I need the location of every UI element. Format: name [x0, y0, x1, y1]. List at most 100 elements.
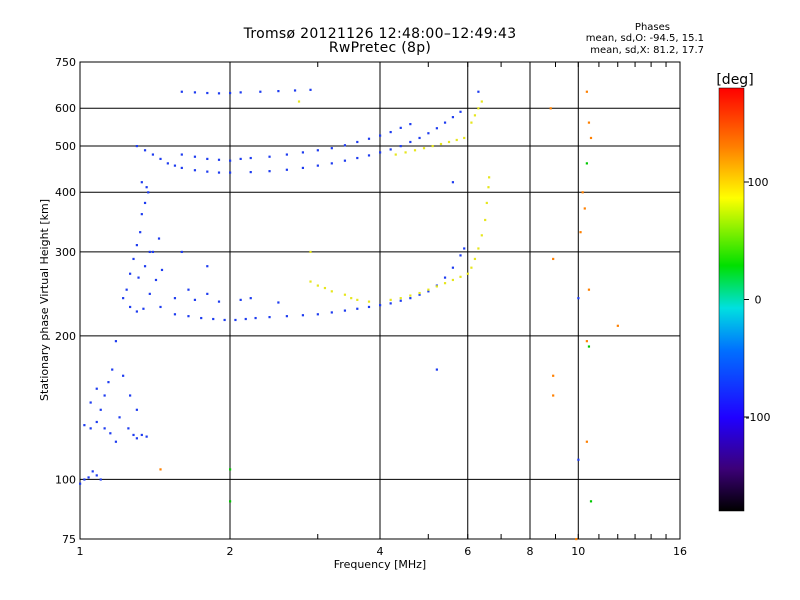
data-point	[422, 147, 426, 150]
data-point	[129, 305, 132, 309]
y-tick-label: 200	[55, 330, 76, 343]
data-point	[435, 285, 438, 288]
data-point	[157, 237, 161, 240]
data-point	[132, 257, 135, 261]
data-point	[187, 315, 190, 318]
data-point	[399, 297, 402, 300]
data-point	[309, 88, 312, 91]
data-point	[480, 100, 483, 103]
data-point	[193, 169, 197, 172]
data-point	[301, 166, 305, 170]
data-point	[148, 250, 151, 254]
data-point	[585, 440, 588, 443]
data-point	[293, 89, 297, 92]
colorbar-tick-label: -100	[746, 411, 771, 424]
data-point	[135, 144, 138, 148]
data-point	[143, 149, 147, 152]
data-point	[99, 408, 102, 411]
data-point	[103, 394, 106, 397]
data-point	[413, 149, 417, 152]
data-point	[343, 159, 347, 162]
data-point	[91, 470, 94, 473]
data-point	[463, 136, 466, 140]
data-point	[268, 170, 271, 173]
data-point	[316, 149, 319, 152]
data-point	[129, 394, 132, 397]
phases-o-stats: mean, sd,O: -94.5, 15.1	[585, 33, 704, 44]
data-point	[159, 305, 162, 309]
data-point	[125, 288, 128, 291]
data-point	[587, 288, 591, 291]
data-point	[147, 191, 150, 194]
data-point	[589, 500, 593, 503]
data-point	[244, 317, 247, 321]
data-point	[87, 476, 90, 479]
data-point	[217, 171, 221, 174]
data-point	[477, 107, 480, 110]
data-point	[217, 92, 221, 95]
data-point	[285, 168, 288, 171]
data-point	[330, 162, 333, 165]
data-point	[254, 316, 257, 320]
data-point	[239, 91, 242, 94]
data-point	[79, 482, 82, 485]
data-point	[234, 318, 237, 322]
colorbar-ticks: 100 0 -100	[744, 176, 770, 424]
data-point	[309, 250, 312, 254]
data-point	[127, 427, 130, 430]
data-point	[379, 304, 382, 307]
data-point	[356, 140, 359, 144]
data-point	[616, 324, 619, 327]
data-point	[488, 176, 491, 179]
x-tick-label: 6	[464, 545, 471, 558]
data-point	[367, 305, 371, 309]
data-point	[285, 153, 288, 156]
data-point	[455, 138, 458, 142]
data-point	[83, 478, 86, 481]
data-point	[399, 126, 402, 129]
y-tick-label: 75	[62, 533, 76, 546]
data-point	[277, 301, 280, 304]
data-point	[109, 432, 112, 435]
data-point	[585, 340, 588, 343]
data-point	[389, 298, 392, 301]
data-point	[399, 144, 402, 148]
data-point	[485, 201, 488, 205]
data-point	[206, 91, 209, 95]
data-point	[367, 154, 371, 157]
data-point	[330, 290, 333, 293]
phases-heading: Phases	[634, 22, 670, 33]
y-tick-label: 750	[55, 56, 76, 69]
data-point	[552, 374, 555, 377]
data-point	[451, 278, 455, 282]
y-tick-label: 500	[55, 140, 76, 153]
data-point	[229, 91, 232, 95]
data-point	[135, 437, 138, 440]
data-point	[356, 298, 359, 301]
data-point	[473, 257, 477, 261]
data-point	[89, 427, 92, 430]
data-point	[89, 401, 92, 404]
data-point	[239, 298, 242, 301]
grid-lines	[80, 62, 680, 539]
data-point	[145, 186, 148, 189]
data-point	[330, 311, 333, 314]
data-point	[193, 298, 197, 301]
data-point	[95, 387, 98, 390]
data-point	[173, 313, 177, 316]
data-point	[95, 420, 98, 424]
data-point	[122, 374, 125, 377]
data-point	[451, 116, 455, 119]
data-point	[404, 151, 407, 154]
data-point	[206, 157, 209, 161]
data-point	[259, 90, 262, 93]
data-point	[140, 433, 143, 437]
data-point	[435, 127, 438, 130]
data-point	[135, 408, 138, 411]
data-point	[316, 313, 319, 316]
data-point	[148, 292, 151, 295]
data-point	[443, 282, 447, 285]
x-tick-label: 2	[227, 545, 234, 558]
data-point	[268, 155, 271, 158]
chart-title: Tromsø 20121126 12:48:00–12:49:43	[243, 26, 517, 42]
